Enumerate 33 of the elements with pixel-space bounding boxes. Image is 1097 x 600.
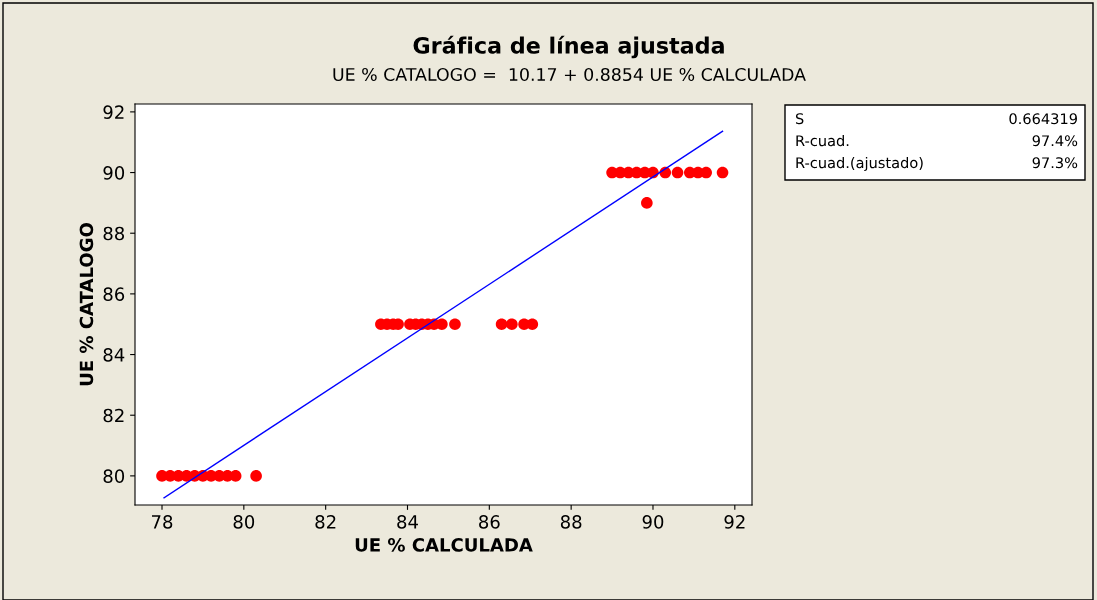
chart-title: Gráfica de línea ajustada bbox=[413, 35, 724, 59]
y-tick-label: 80 bbox=[103, 469, 125, 483]
point bbox=[250, 470, 262, 482]
text: 0.664319 bbox=[1009, 113, 1077, 125]
point bbox=[436, 318, 448, 331]
x-tick-label: 88 bbox=[560, 515, 582, 529]
text: S bbox=[795, 113, 804, 125]
x-tick-label: 84 bbox=[397, 515, 418, 529]
text: 97.4% bbox=[1032, 135, 1078, 147]
point bbox=[506, 318, 518, 331]
y-tick-label: 84 bbox=[103, 348, 125, 362]
point bbox=[716, 166, 729, 179]
x-tick-label: 92 bbox=[724, 515, 745, 529]
text: R-cuad. bbox=[796, 134, 849, 147]
x-tick-label: 82 bbox=[315, 515, 336, 529]
text: 97.3% bbox=[1032, 157, 1078, 169]
point bbox=[671, 166, 684, 179]
text: R-cuad.(ajustado) bbox=[796, 156, 923, 172]
point bbox=[495, 318, 508, 331]
chart-subtitle: UE % CATALOGO = 10.17 + 0.8854 UE % CALCULADA bbox=[333, 67, 806, 82]
y-tick-label: 88 bbox=[103, 226, 125, 241]
point bbox=[641, 197, 653, 209]
y-tick-label: 90 bbox=[103, 166, 125, 180]
y-tick-label: 82 bbox=[103, 408, 124, 423]
point bbox=[449, 318, 461, 331]
x-tick-label: 78 bbox=[152, 515, 173, 529]
y-axis-title: UE % CATALOGO bbox=[79, 223, 94, 386]
y-tick-label: 86 bbox=[103, 287, 125, 301]
y-tick-label: 92 bbox=[103, 105, 124, 119]
x-tick-label: 90 bbox=[642, 515, 664, 529]
x-axis-title: UE % CALCULADA bbox=[355, 538, 533, 552]
x-tick-label: 80 bbox=[233, 515, 255, 529]
x-tick-label: 86 bbox=[479, 515, 500, 529]
